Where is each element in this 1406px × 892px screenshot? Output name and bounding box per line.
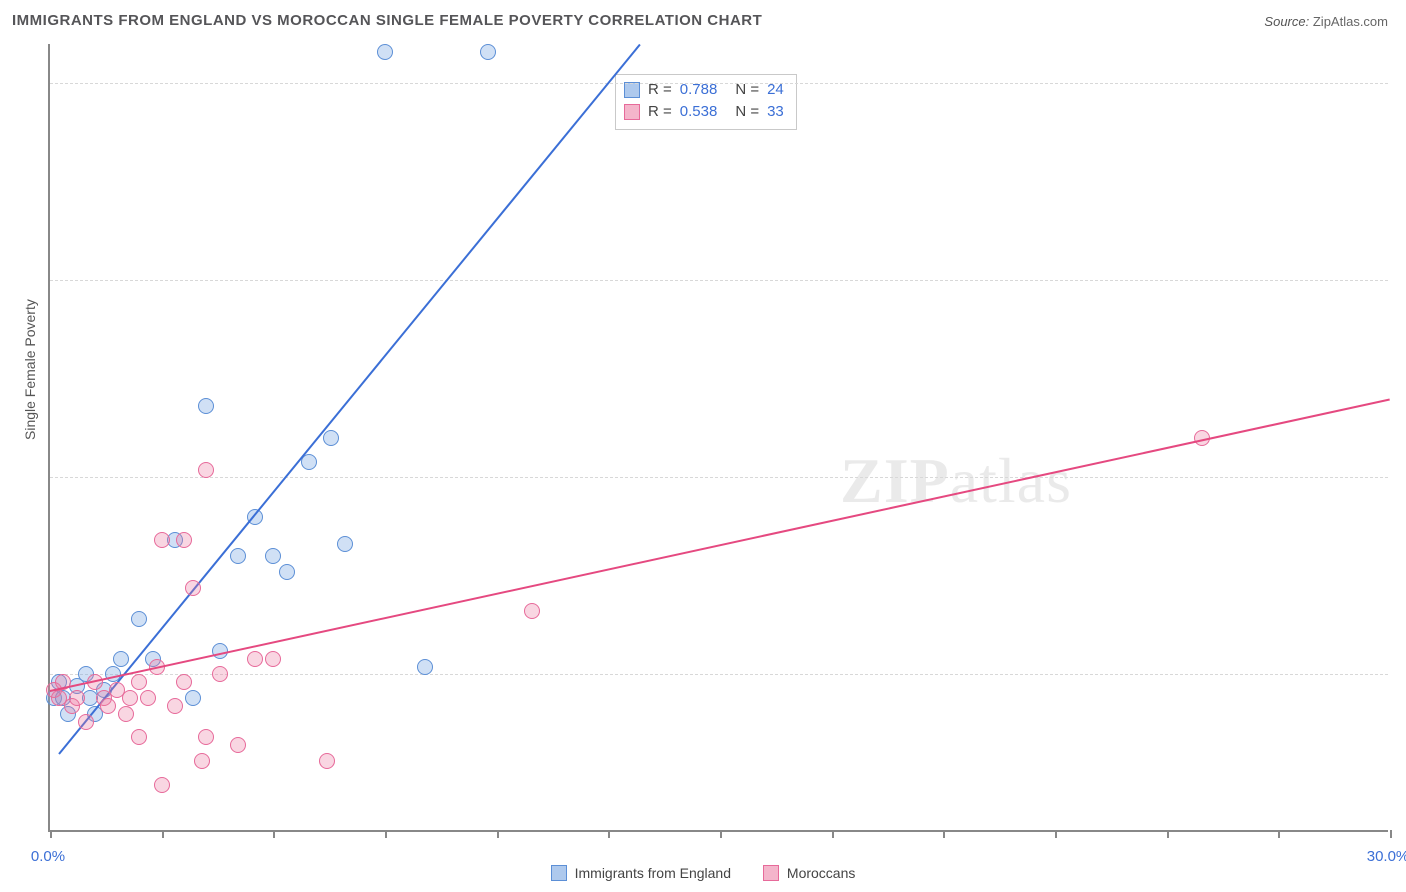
x-tick: [385, 830, 387, 838]
swatch-s1-icon: [624, 82, 640, 98]
scatter-point-s2: [140, 690, 156, 706]
x-tick: [720, 830, 722, 838]
y-tick-label: 50.0%: [1398, 469, 1406, 486]
x-tick: [1278, 830, 1280, 838]
swatch-s2-icon: [624, 104, 640, 120]
chart-header: IMMIGRANTS FROM ENGLAND VS MOROCCAN SING…: [0, 0, 1406, 40]
n-value-s2: 33: [767, 101, 784, 123]
scatter-point-s2: [194, 753, 210, 769]
y-tick-label: 100.0%: [1398, 75, 1406, 92]
legend-item-s1: Immigrants from England: [551, 865, 731, 881]
scatter-point-s2: [247, 651, 263, 667]
x-tick: [943, 830, 945, 838]
x-tick: [497, 830, 499, 838]
scatter-point-s1: [131, 611, 147, 627]
scatter-point-s2: [122, 690, 138, 706]
scatter-point-s2: [230, 737, 246, 753]
scatter-point-s2: [319, 753, 335, 769]
scatter-point-s1: [230, 548, 246, 564]
scatter-point-s2: [167, 698, 183, 714]
source-value: ZipAtlas.com: [1313, 14, 1388, 29]
scatter-point-s1: [323, 430, 339, 446]
stats-row-s2: R = 0.538 N = 33: [624, 101, 784, 123]
scatter-point-s2: [185, 580, 201, 596]
x-tick: [1055, 830, 1057, 838]
scatter-point-s2: [154, 777, 170, 793]
r-value-s2: 0.538: [680, 101, 718, 123]
x-tick: [832, 830, 834, 838]
x-tick: [162, 830, 164, 838]
scatter-point-s2: [154, 532, 170, 548]
n-label: N =: [735, 101, 759, 123]
scatter-point-s2: [118, 706, 134, 722]
y-tick-label: 25.0%: [1398, 666, 1406, 683]
scatter-plot-area: ZIPatlas R = 0.788 N = 24 R = 0.538 N = …: [48, 44, 1388, 832]
scatter-point-s1: [337, 536, 353, 552]
scatter-point-s2: [100, 698, 116, 714]
scatter-point-s2: [69, 690, 85, 706]
scatter-point-s1: [113, 651, 129, 667]
swatch-s1-icon: [551, 865, 567, 881]
r-label: R =: [648, 101, 672, 123]
gridline-h: [50, 83, 1388, 84]
scatter-point-s2: [265, 651, 281, 667]
scatter-point-s2: [176, 674, 192, 690]
trend-line-s1: [58, 44, 640, 754]
gridline-h: [50, 674, 1388, 675]
scatter-point-s2: [78, 714, 94, 730]
stats-row-s1: R = 0.788 N = 24: [624, 79, 784, 101]
scatter-point-s2: [131, 674, 147, 690]
trend-line-s2: [50, 399, 1390, 693]
scatter-point-s1: [198, 398, 214, 414]
x-tick-label: 0.0%: [31, 848, 65, 865]
r-value-s1: 0.788: [680, 79, 718, 101]
scatter-point-s1: [377, 44, 393, 60]
scatter-point-s1: [417, 659, 433, 675]
y-tick-label: 75.0%: [1398, 272, 1406, 289]
watermark: ZIPatlas: [840, 444, 1072, 518]
scatter-point-s2: [212, 666, 228, 682]
source-label: Source:: [1264, 14, 1309, 29]
chart-title: IMMIGRANTS FROM ENGLAND VS MOROCCAN SING…: [12, 12, 762, 29]
x-tick: [273, 830, 275, 838]
x-tick-label: 30.0%: [1367, 848, 1406, 865]
x-tick: [1167, 830, 1169, 838]
gridline-h: [50, 477, 1388, 478]
legend-label-s1: Immigrants from England: [575, 865, 731, 881]
swatch-s2-icon: [763, 865, 779, 881]
y-axis-label: Single Female Poverty: [22, 299, 38, 440]
x-tick: [1390, 830, 1392, 838]
scatter-point-s1: [265, 548, 281, 564]
scatter-point-s1: [480, 44, 496, 60]
bottom-legend: Immigrants from England Moroccans: [0, 865, 1406, 884]
scatter-point-s2: [524, 603, 540, 619]
x-tick: [50, 830, 52, 838]
scatter-point-s1: [185, 690, 201, 706]
scatter-point-s2: [198, 729, 214, 745]
n-value-s1: 24: [767, 79, 784, 101]
correlation-stats-box: R = 0.788 N = 24 R = 0.538 N = 33: [615, 74, 797, 130]
scatter-point-s2: [131, 729, 147, 745]
source-attribution: Source: ZipAtlas.com: [1264, 14, 1388, 29]
gridline-h: [50, 280, 1388, 281]
scatter-point-s1: [279, 564, 295, 580]
scatter-point-s2: [176, 532, 192, 548]
scatter-point-s2: [198, 462, 214, 478]
legend-label-s2: Moroccans: [787, 865, 855, 881]
x-tick: [608, 830, 610, 838]
legend-item-s2: Moroccans: [763, 865, 855, 881]
r-label: R =: [648, 79, 672, 101]
n-label: N =: [735, 79, 759, 101]
